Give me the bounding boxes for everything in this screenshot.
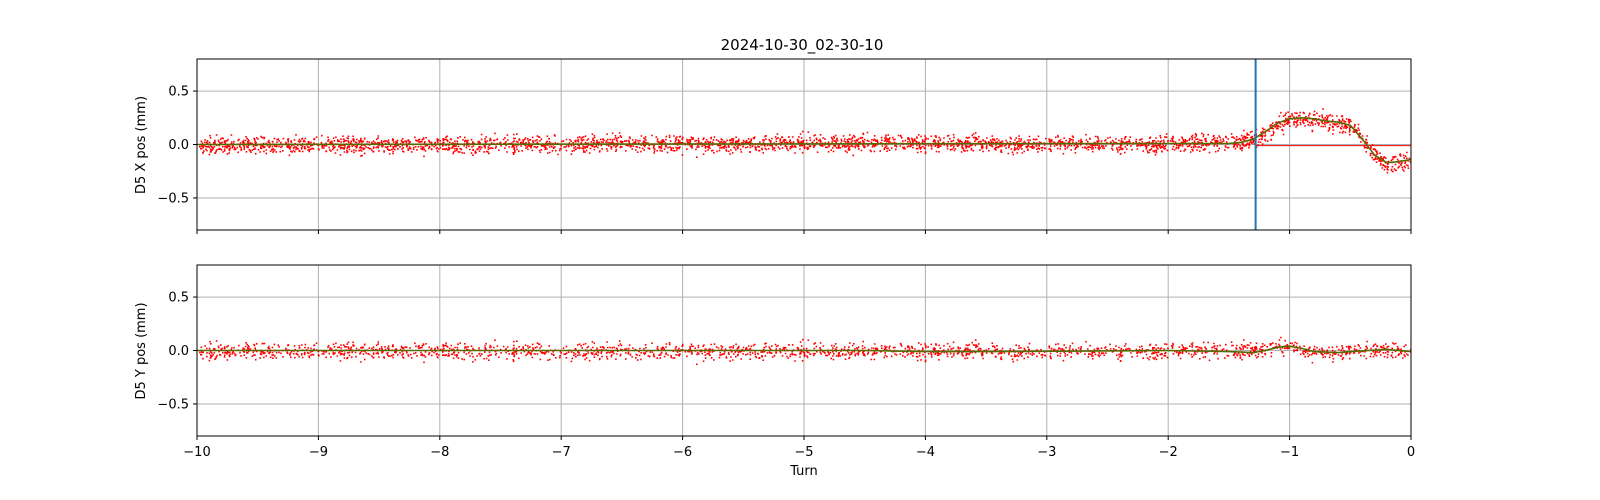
- scatter-points: [199, 108, 1411, 174]
- chart-title: 2024-10-30_02-30-10: [721, 36, 884, 55]
- y-tick-label: 0.5: [168, 85, 189, 100]
- x-tick-label: −7: [552, 445, 571, 460]
- x-tick-label: −5: [794, 445, 813, 460]
- x-tick-label: −9: [309, 445, 328, 460]
- lower-y-axis-label: D5 Y pos (mm): [134, 302, 149, 399]
- data-points: [199, 108, 1411, 174]
- x-tick-label: −3: [1037, 445, 1056, 460]
- x-tick-label: −10: [183, 445, 210, 460]
- x-tick-label: −6: [673, 445, 692, 460]
- y-position-subplot: −10 −9 −8 −7 −6 −5 −4 −3 −2 −1 0−0.50.00.5: [157, 264, 1415, 460]
- y-tick-label: −0.5: [157, 397, 189, 412]
- trend-line: [197, 345, 1412, 354]
- x-tick-label: −1: [1280, 445, 1299, 460]
- x-tick-label: −4: [916, 445, 935, 460]
- x-axis-label: Turn: [789, 464, 818, 479]
- x-tick-label: −8: [430, 445, 449, 460]
- y-tick-label: 0.0: [168, 138, 189, 153]
- x-tick-label: 0: [1407, 445, 1415, 460]
- y-tick-label: 0.0: [168, 344, 189, 359]
- x-tick-label: −2: [1159, 445, 1178, 460]
- upper-y-axis-label: D5 X pos (mm): [134, 96, 149, 194]
- x-position-subplot: −0.5 0.0 0.5: [157, 58, 1412, 234]
- y-tick-label: −0.5: [157, 191, 189, 206]
- trend-line: [196, 116, 1412, 164]
- y-tick-label: 0.5: [168, 291, 189, 306]
